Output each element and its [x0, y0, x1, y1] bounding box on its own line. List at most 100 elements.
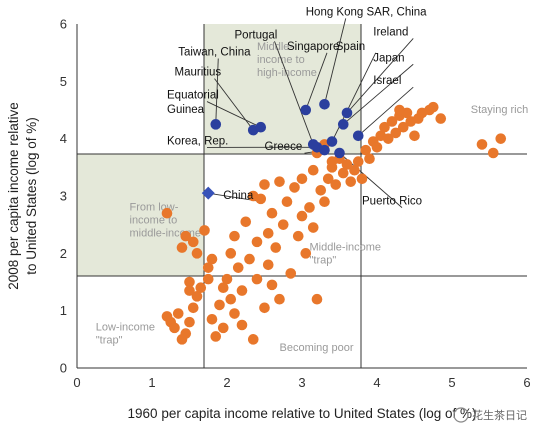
- data-point: [187, 302, 199, 314]
- point-label: Ireland: [373, 26, 408, 38]
- y-tick-label: 4: [60, 131, 67, 146]
- x-tick-label: 5: [448, 375, 455, 390]
- leader-line: [274, 41, 314, 145]
- data-point: [390, 127, 402, 139]
- data-point-china: [201, 186, 215, 200]
- data-point: [356, 173, 368, 185]
- data-point: [262, 259, 274, 271]
- data-point: [217, 282, 229, 294]
- data-point: [281, 196, 293, 208]
- data-point: [176, 242, 188, 253]
- data-point: [300, 248, 312, 259]
- watermark: 花生茶日记: [453, 407, 527, 423]
- data-point: [345, 176, 357, 187]
- data-point: [259, 302, 270, 314]
- data-point: [169, 322, 180, 334]
- data-point: [364, 153, 375, 165]
- data-point: [427, 101, 439, 113]
- data-point-highlighted: [337, 119, 349, 130]
- data-point: [206, 313, 218, 325]
- data-point: [322, 173, 334, 185]
- data-point: [161, 207, 173, 219]
- data-point: [184, 316, 195, 328]
- point-label: Equatorial: [167, 90, 219, 102]
- point-label: Korea, Rep.: [167, 135, 228, 147]
- zone-shade-left: [77, 154, 204, 276]
- data-point-highlighted: [334, 147, 345, 159]
- leader-line: [206, 101, 261, 128]
- point-label: Israel: [373, 75, 401, 87]
- data-point: [244, 253, 255, 265]
- data-point: [202, 262, 214, 273]
- data-point: [221, 273, 233, 285]
- data-point: [172, 308, 184, 319]
- data-point: [225, 293, 237, 305]
- x-tick-label: 4: [373, 375, 380, 390]
- highlight-points: [201, 98, 364, 200]
- leader-line: [346, 38, 414, 114]
- y-tick-label: 2: [60, 246, 67, 261]
- y-tick-labels: 0 1 2 3 4 5 6: [60, 17, 67, 376]
- leader-line: [214, 78, 254, 131]
- data-point-highlighted: [319, 144, 330, 156]
- data-point: [394, 104, 405, 116]
- data-point: [382, 133, 394, 144]
- data-point: [259, 179, 270, 190]
- data-point: [195, 282, 207, 294]
- data-point: [289, 182, 300, 193]
- data-point-highlighted: [307, 139, 319, 150]
- data-point: [266, 279, 278, 291]
- data-point: [217, 322, 229, 334]
- data-point: [266, 207, 278, 219]
- x-tick-label: 0: [73, 375, 80, 390]
- y-tick-label: 5: [60, 74, 67, 89]
- data-point: [409, 130, 420, 142]
- data-point: [379, 121, 390, 133]
- data-point: [225, 248, 237, 259]
- data-point-highlighted: [341, 107, 353, 119]
- data-point: [184, 276, 195, 288]
- x-tick-label: 2: [223, 375, 230, 390]
- x-axis-title: 1960 per capita income relative to Unite…: [128, 406, 477, 421]
- data-point-highlighted: [300, 104, 312, 116]
- data-point: [349, 164, 360, 176]
- point-label: Mauritius: [175, 67, 222, 79]
- data-point: [184, 285, 195, 296]
- leader-line: [215, 58, 219, 125]
- point-label: Taiwan, China: [178, 47, 251, 59]
- data-point: [341, 159, 353, 170]
- data-point: [304, 202, 315, 213]
- point-label: Portugal: [235, 29, 278, 41]
- data-point: [240, 216, 252, 228]
- x-tick-label: 1: [148, 375, 155, 390]
- data-point: [236, 285, 248, 296]
- point-label: Spain: [336, 41, 365, 53]
- zone-shade-top: [204, 24, 361, 154]
- x-tick-label: 6: [523, 375, 530, 390]
- data-point-highlighted: [255, 121, 267, 133]
- other-points: [161, 101, 507, 345]
- x-tick-label: 3: [298, 375, 305, 390]
- data-point: [495, 133, 507, 144]
- y-tick-label: 1: [60, 303, 67, 318]
- zone-label: Low-income "trap": [96, 322, 155, 347]
- data-point: [296, 210, 308, 222]
- zone-label: Becoming poor: [280, 342, 354, 354]
- y-tick-label: 0: [60, 361, 67, 376]
- data-point: [416, 107, 428, 119]
- data-point: [292, 230, 304, 242]
- point-label: China: [223, 190, 254, 202]
- data-point: [247, 334, 259, 345]
- zone-label: Middle-income "trap": [310, 241, 382, 266]
- data-point: [229, 230, 240, 242]
- data-point: [326, 156, 338, 167]
- data-point: [187, 236, 199, 248]
- data-point: [487, 147, 499, 159]
- data-point: [262, 227, 274, 239]
- data-point: [337, 167, 349, 179]
- leader-line: [357, 86, 414, 137]
- data-point: [210, 331, 222, 342]
- data-point: [255, 193, 267, 205]
- data-point: [274, 293, 285, 305]
